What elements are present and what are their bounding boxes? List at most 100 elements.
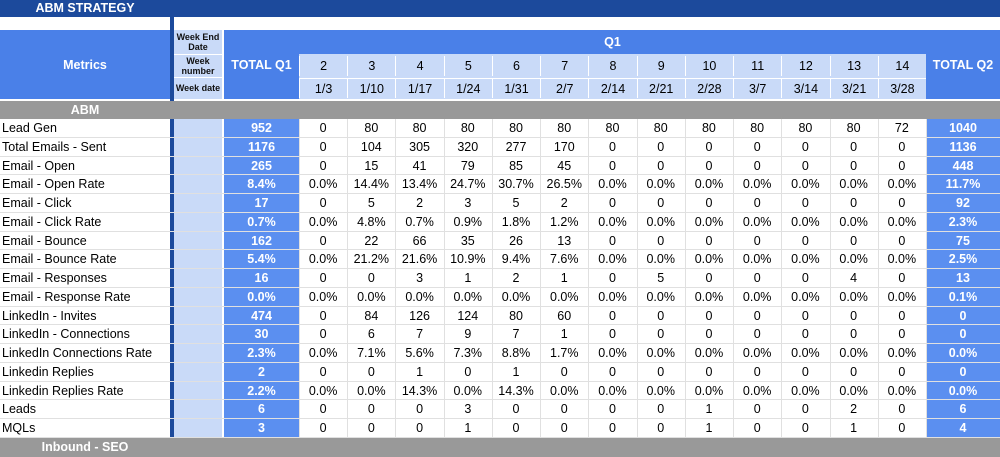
week-cell[interactable]: 14.3%: [401, 383, 438, 398]
metric-label[interactable]: Email - Bounce Rate: [2, 252, 117, 267]
metric-label[interactable]: Email - Response Rate: [2, 289, 131, 304]
week-cell[interactable]: 0: [898, 364, 906, 379]
total-q1-cell[interactable]: 474: [224, 306, 299, 326]
week-cell[interactable]: 7: [416, 327, 424, 342]
week-cell[interactable]: 84: [364, 308, 379, 323]
week-cell[interactable]: 0.0%: [887, 177, 917, 192]
week-cell[interactable]: 0.0%: [742, 383, 772, 398]
week-cell[interactable]: 13.4%: [401, 177, 438, 192]
week-cell[interactable]: 1: [560, 271, 568, 285]
total-q2-cell[interactable]: 0: [926, 306, 1000, 326]
week-cell[interactable]: 0.0%: [694, 383, 724, 398]
week-cell[interactable]: 0.0%: [405, 289, 434, 304]
week-cell[interactable]: 0: [319, 233, 327, 248]
week-cell[interactable]: 0: [512, 402, 520, 417]
week-cell[interactable]: 0.0%: [839, 289, 868, 304]
week-cell[interactable]: 0: [416, 421, 424, 435]
week-cell[interactable]: 9.4%: [501, 252, 531, 267]
metric-label[interactable]: Lead Gen: [2, 121, 57, 135]
week-cell[interactable]: 0: [753, 158, 761, 173]
week-cell[interactable]: 2: [512, 271, 520, 285]
week-cell[interactable]: 0.0%: [791, 346, 820, 360]
week-cell[interactable]: 2: [850, 402, 858, 417]
week-cell[interactable]: 0: [319, 327, 327, 342]
week-cell[interactable]: 0: [657, 233, 665, 248]
metric-label[interactable]: Email - Responses: [2, 271, 107, 285]
week-cell[interactable]: 1: [512, 364, 520, 379]
metric-label[interactable]: Email - Bounce: [2, 233, 87, 248]
week-cell[interactable]: 0: [705, 308, 713, 323]
total-q1-cell[interactable]: 1176: [224, 137, 299, 157]
total-q1-cell[interactable]: 16: [224, 269, 299, 288]
metric-label[interactable]: LinkedIn Connections Rate: [2, 346, 153, 360]
total-q1-cell[interactable]: 17: [224, 194, 299, 213]
week-cell[interactable]: 0.0%: [742, 289, 772, 304]
week-cell[interactable]: 0: [609, 327, 616, 342]
week-cell[interactable]: 0: [801, 196, 809, 210]
week-cell[interactable]: 2: [560, 196, 568, 210]
metric-label[interactable]: Total Emails - Sent: [2, 139, 107, 154]
week-cell[interactable]: 0.0%: [887, 289, 917, 304]
week-cell[interactable]: 0: [753, 364, 761, 379]
week-cell[interactable]: 7: [512, 327, 520, 342]
week-cell[interactable]: 0: [753, 271, 761, 285]
week-cell[interactable]: 5.6%: [405, 346, 434, 360]
week-cell[interactable]: 1.2%: [550, 214, 579, 229]
week-cell[interactable]: 104: [360, 139, 382, 154]
total-q1-cell[interactable]: 952: [224, 119, 299, 138]
week-cell[interactable]: 0: [898, 196, 906, 210]
week-cell[interactable]: 0.0%: [839, 346, 868, 360]
week-cell[interactable]: 1: [850, 421, 858, 435]
week-cell[interactable]: 0: [705, 139, 713, 154]
week-cell[interactable]: 5: [657, 271, 665, 285]
week-cell[interactable]: 0: [898, 158, 906, 173]
total-q1-cell[interactable]: 0.0%: [224, 287, 299, 307]
week-cell[interactable]: 0: [753, 402, 761, 417]
week-cell[interactable]: 0: [416, 402, 424, 417]
week-cell[interactable]: 0.0%: [839, 252, 868, 267]
week-cell[interactable]: 22: [364, 233, 379, 248]
week-cell[interactable]: 0: [705, 364, 713, 379]
week-cell[interactable]: 0: [657, 158, 665, 173]
week-cell[interactable]: 0.0%: [308, 214, 338, 229]
week-cell[interactable]: 13: [557, 233, 572, 248]
week-cell[interactable]: 0: [705, 233, 713, 248]
week-cell[interactable]: 0.0%: [308, 252, 338, 267]
metric-label[interactable]: Linkedin Replies: [2, 364, 94, 379]
week-cell[interactable]: 0: [367, 421, 375, 435]
week-cell[interactable]: 0.0%: [694, 177, 724, 192]
week-cell[interactable]: 3: [464, 402, 472, 417]
week-cell[interactable]: 0.0%: [646, 289, 675, 304]
week-cell[interactable]: 14.4%: [353, 177, 390, 192]
week-cell[interactable]: 0: [801, 308, 809, 323]
week-cell[interactable]: 277: [505, 139, 527, 154]
week-cell[interactable]: 0: [367, 271, 375, 285]
week-cell[interactable]: 0.0%: [791, 252, 820, 267]
week-cell[interactable]: 0: [609, 139, 616, 154]
week-cell[interactable]: 4: [850, 271, 858, 285]
week-cell[interactable]: 0: [560, 402, 568, 417]
week-cell[interactable]: 0.0%: [646, 214, 675, 229]
week-cell[interactable]: 0: [657, 139, 665, 154]
week-cell[interactable]: 1: [560, 327, 568, 342]
week-cell[interactable]: 305: [409, 139, 430, 154]
week-cell[interactable]: 80: [364, 121, 379, 135]
week-cell[interactable]: 1.7%: [550, 346, 579, 360]
week-cell[interactable]: 5: [367, 196, 375, 210]
week-cell[interactable]: 0: [898, 421, 906, 435]
week-cell[interactable]: 0: [801, 421, 809, 435]
week-cell[interactable]: 0: [609, 421, 616, 435]
week-cell[interactable]: 0: [319, 158, 327, 173]
metric-label[interactable]: Leads: [2, 402, 37, 417]
total-q1-cell[interactable]: 3: [224, 419, 299, 438]
week-cell[interactable]: 79: [460, 158, 475, 173]
week-cell[interactable]: 0: [850, 139, 858, 154]
week-cell[interactable]: 0.0%: [887, 214, 917, 229]
week-cell[interactable]: 0.0%: [742, 346, 772, 360]
week-cell[interactable]: 0.0%: [598, 346, 627, 360]
total-q1-cell[interactable]: 0.7%: [224, 212, 299, 232]
week-cell[interactable]: 0.0%: [742, 252, 772, 267]
week-cell[interactable]: 10.9%: [450, 252, 486, 267]
total-q2-cell[interactable]: 2.3%: [926, 212, 1000, 232]
week-cell[interactable]: 3: [416, 271, 424, 285]
